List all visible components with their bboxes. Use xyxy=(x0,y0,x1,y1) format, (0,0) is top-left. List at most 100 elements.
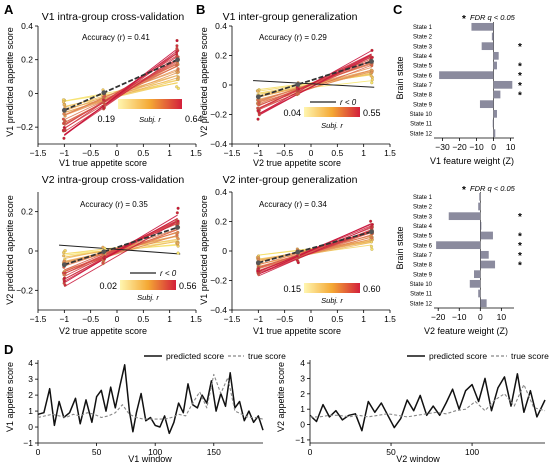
subject-point xyxy=(102,257,106,261)
category-label: State 4 xyxy=(413,54,433,60)
y-tick-label: −0.2 xyxy=(210,110,227,120)
x-tick-label: −1 xyxy=(59,314,69,324)
c-top-ylabel: Brain state xyxy=(395,56,405,99)
d-right-xlabel: V2 window xyxy=(396,454,440,464)
chart-b-bottom: −1.5 −1 −0.5 0 0.5 1 1.5 −0.4 −0.2 0 0.2 0.4 xyxy=(210,187,396,324)
subject-line xyxy=(258,50,372,115)
a-bottom-title: V2 intra-group cross-validation xyxy=(42,174,185,186)
b-bottom-colorbar-min: 0.15 xyxy=(283,284,301,294)
subject-point xyxy=(101,261,105,265)
x-tick-label: 50 xyxy=(386,447,396,457)
negative-subject-line xyxy=(253,80,375,88)
y-tick-label: 1 xyxy=(28,406,33,416)
bar xyxy=(491,32,494,41)
b-top-title: V1 inter-group generalization xyxy=(223,11,358,23)
c-top-fdr-label: FDR q < 0.05 xyxy=(470,13,516,22)
y-tick-label: 0 xyxy=(28,246,33,256)
subject-point xyxy=(175,233,179,237)
y-tick-label: 0 xyxy=(222,246,227,256)
group-mean-point xyxy=(61,107,67,113)
subject-point xyxy=(297,87,301,91)
bar xyxy=(478,202,481,211)
x-tick-label: −0.5 xyxy=(82,148,99,158)
group-fit-line xyxy=(258,60,372,98)
y-tick-label: −0.2 xyxy=(16,285,33,295)
subject-point xyxy=(370,247,374,251)
a-bottom-colorbar-max: 0.56 xyxy=(179,281,197,291)
y-tick-label: 0.2 xyxy=(215,51,227,61)
bar xyxy=(493,61,497,70)
subject-point xyxy=(256,117,260,121)
x-tick-label: −1.5 xyxy=(30,148,47,158)
c-bottom-fdr-star: * xyxy=(462,185,466,196)
b-top-colorbar-min: 0.04 xyxy=(283,108,301,118)
category-label: State 6 xyxy=(413,73,433,79)
category-label: State 1 xyxy=(413,25,433,31)
bar xyxy=(480,221,482,230)
subject-point xyxy=(63,283,67,287)
subject-point xyxy=(176,230,180,234)
y-tick-label: 3 xyxy=(300,373,305,383)
predicted-score-line xyxy=(37,364,264,435)
c-bottom-fdr-label: FDR q < 0.05 xyxy=(470,184,516,193)
a-bottom-colorbar-label: Subj. r xyxy=(137,293,159,302)
subject-line xyxy=(258,53,372,116)
chart-a-bottom: −1.5 −1 −0.5 0 0.5 1 1.5 −0.2 0 0.2 xyxy=(16,192,202,324)
bar xyxy=(480,299,487,308)
y-tick-label: 0.2 xyxy=(21,55,33,65)
x-tick-label: 1.5 xyxy=(384,148,396,158)
bar xyxy=(493,51,499,60)
x-tick-label: 10 xyxy=(506,142,516,152)
x-tick-label: −0.5 xyxy=(276,148,293,158)
b-bottom-colorbar-label: Subj. r xyxy=(321,296,343,305)
subject-line xyxy=(64,48,178,136)
y-tick-label: −0.4 xyxy=(210,305,227,315)
subject-line xyxy=(64,229,178,274)
y-tick-label: 1 xyxy=(300,404,305,414)
bar xyxy=(493,90,501,99)
subject-point xyxy=(62,112,66,116)
a-top-colorbar-min: 0.19 xyxy=(97,114,115,124)
b-top-colorbar-max: 0.55 xyxy=(363,108,381,118)
b-top-rneg-label: r < 0 xyxy=(340,98,357,107)
subject-point xyxy=(176,251,180,255)
significance-star: * xyxy=(518,71,522,82)
a-top-colorbar-label: Subj. r xyxy=(139,115,161,124)
subject-point xyxy=(370,81,374,85)
subject-point xyxy=(175,50,179,54)
subject-point xyxy=(61,128,65,132)
subject-line xyxy=(258,226,372,277)
subject-line xyxy=(258,53,372,110)
subject-point xyxy=(370,55,374,59)
subject-point xyxy=(175,63,179,67)
b-top-xlabel: V2 true appetite score xyxy=(253,158,341,168)
category-label: State 11 xyxy=(410,122,433,128)
significance-star: * xyxy=(518,91,522,102)
category-label: State 3 xyxy=(413,214,433,220)
subject-point xyxy=(256,89,260,93)
subject-point xyxy=(62,121,66,125)
a-bottom-colorbar xyxy=(120,280,176,290)
x-tick-label: 0 xyxy=(309,148,314,158)
d-left-legend-predicted: predicted score xyxy=(166,351,224,361)
bar xyxy=(493,129,496,138)
x-tick-label: 100 xyxy=(148,447,162,457)
category-label: State 8 xyxy=(413,263,433,269)
x-tick-label: −10 xyxy=(452,312,467,322)
group-mean-point xyxy=(369,229,374,235)
b-top-colorbar-label: Subj. r xyxy=(321,121,343,130)
subject-lines xyxy=(59,214,181,288)
panel-letter-d: D xyxy=(4,342,13,357)
x-tick-label: 0 xyxy=(478,312,483,322)
true-score-line xyxy=(310,384,546,418)
x-tick-label: 1 xyxy=(167,148,172,158)
bar xyxy=(436,241,481,250)
significance-star: * xyxy=(518,261,522,272)
b-bottom-colorbar xyxy=(304,283,360,293)
a-top-colorbar-max: 0.64 xyxy=(185,114,203,124)
subject-lines xyxy=(258,223,372,277)
y-tick-label: −0.4 xyxy=(210,139,227,149)
x-tick-label: 0 xyxy=(308,447,313,457)
group-mean-point xyxy=(295,249,301,255)
